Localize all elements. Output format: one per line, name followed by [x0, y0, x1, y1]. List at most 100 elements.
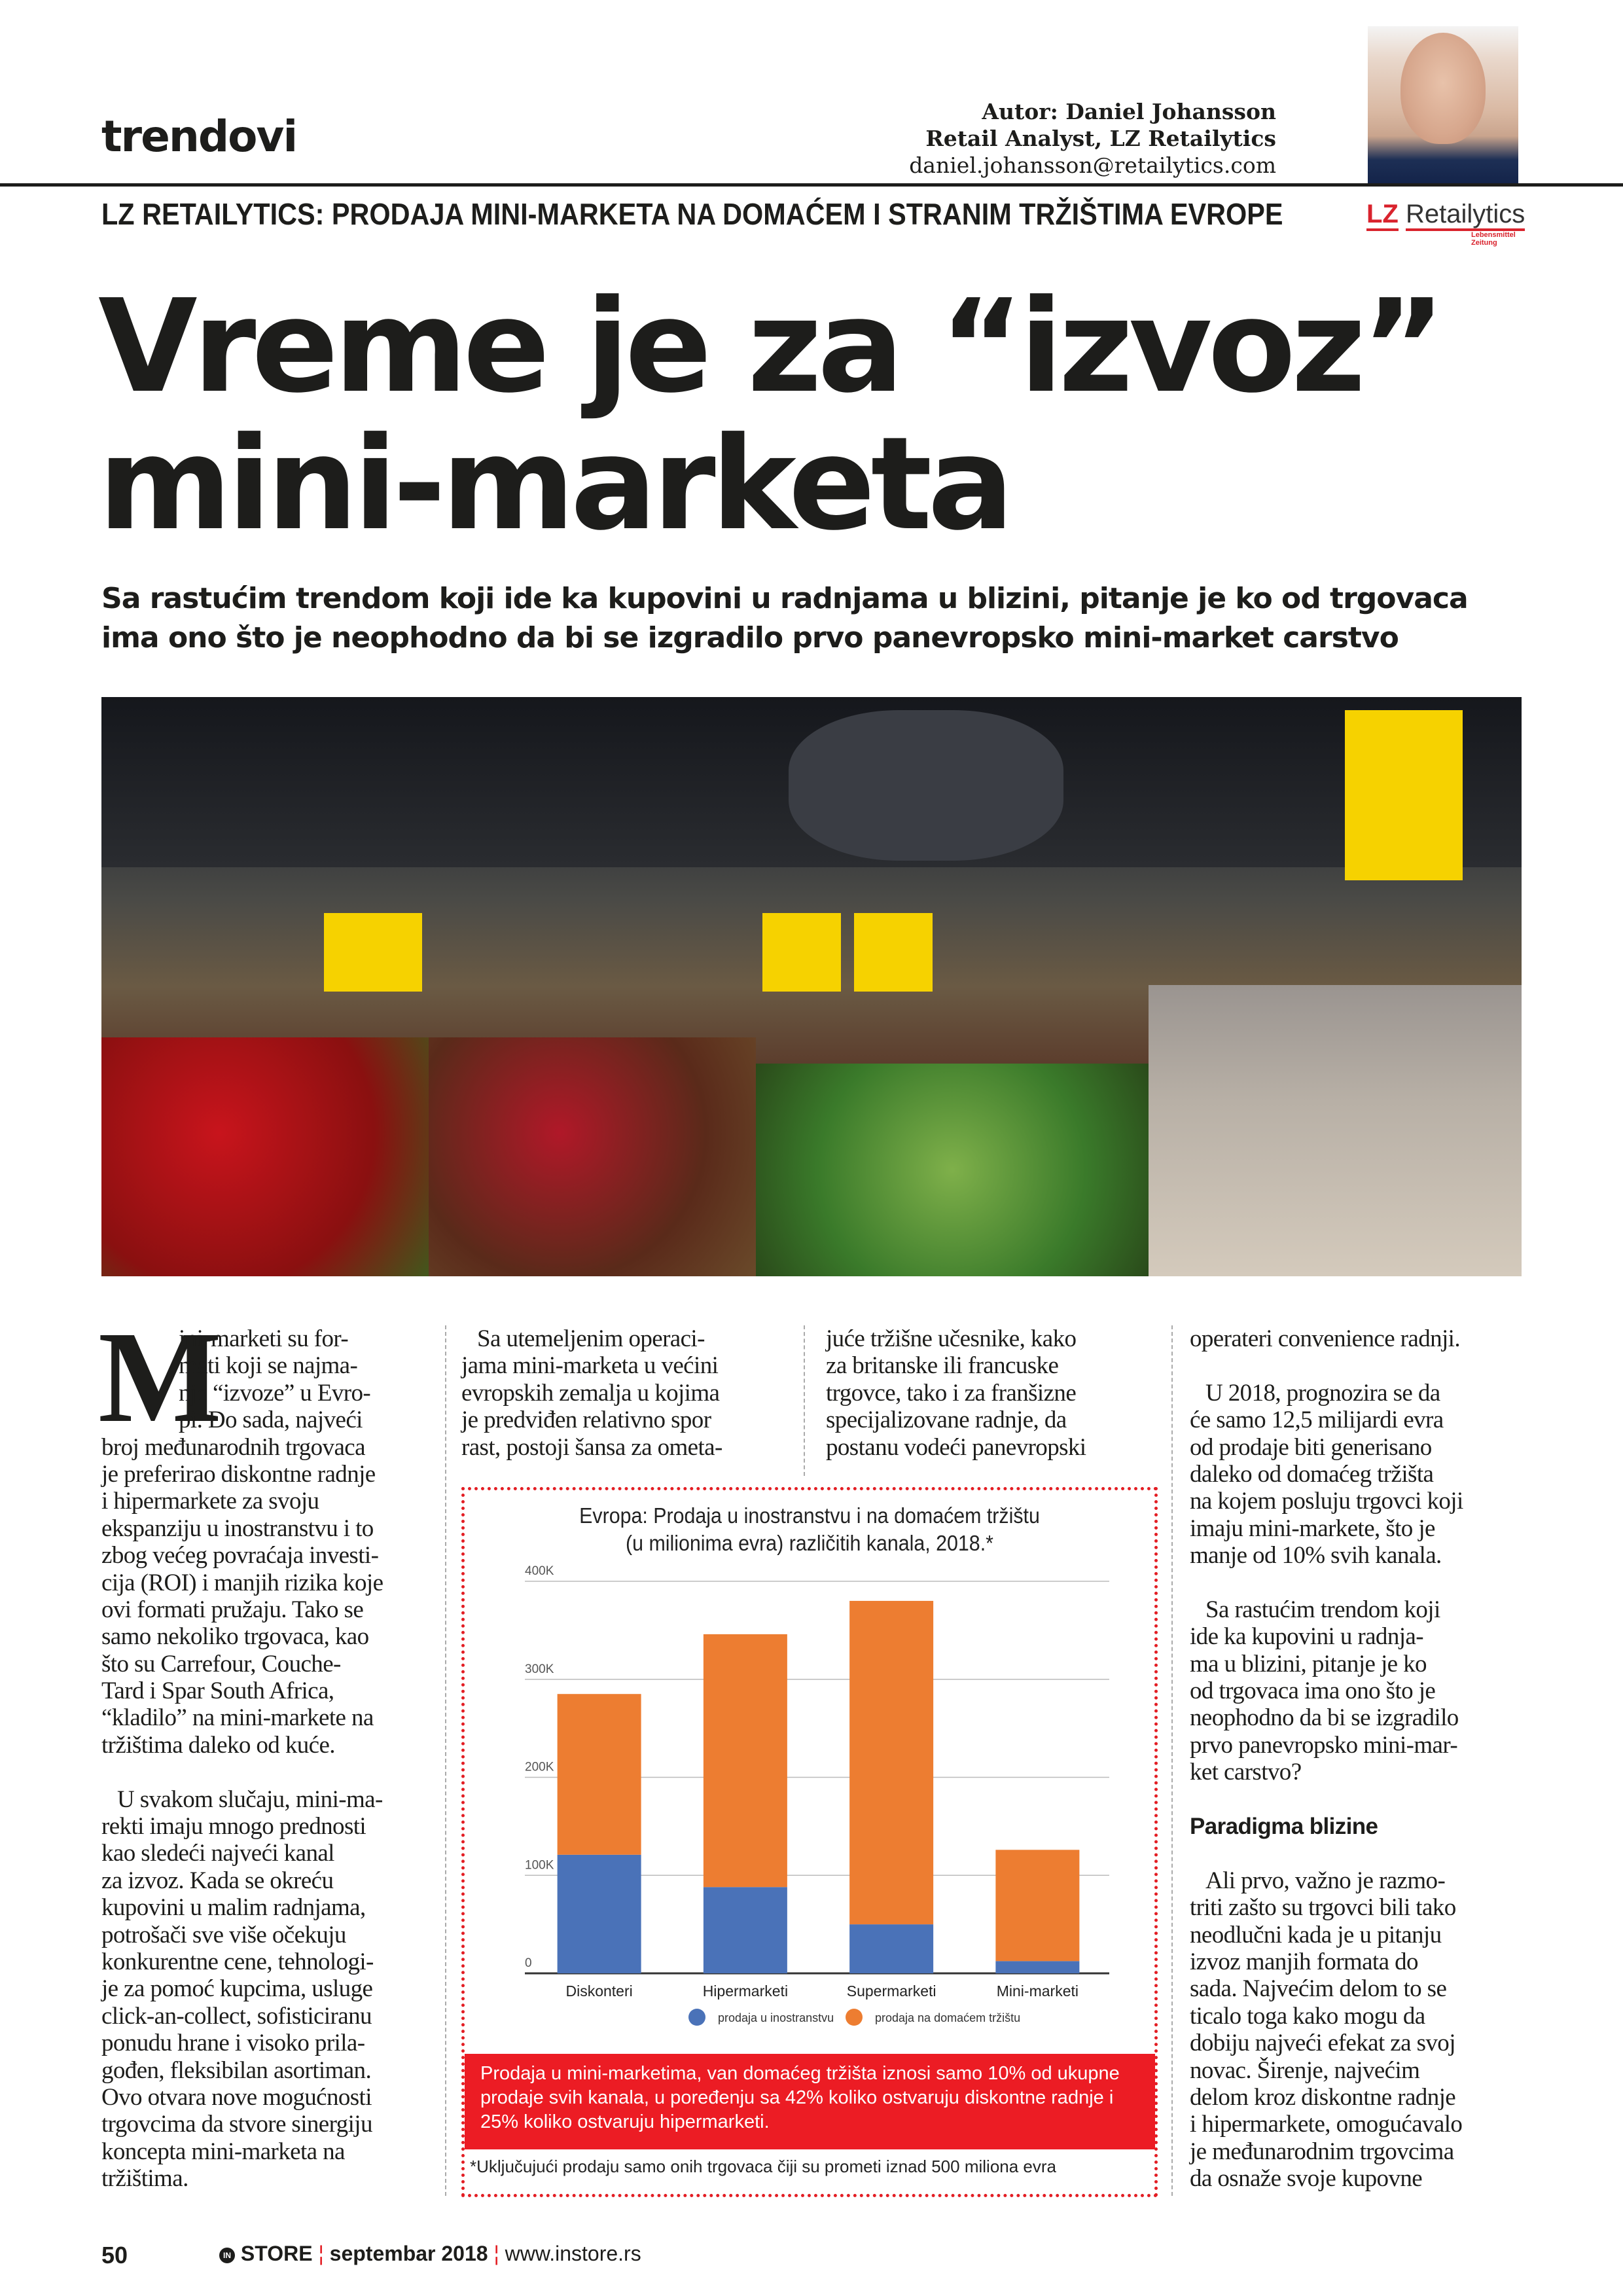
text-line: je predviđen relativno spor [461, 1407, 711, 1434]
text-line: ini-marketi su for- [179, 1325, 349, 1352]
chart-footnote: *Uključujući prodaju samo onih trgovaca … [470, 2157, 1056, 2176]
text-line: Sa utemeljenim operaci- [477, 1325, 705, 1352]
text-line: U svakom slučaju, mini-ma- [117, 1785, 383, 1813]
text-line: Ali prvo, važno je razmo- [1205, 1867, 1446, 1894]
text-line: “kladilo” na mini-markete na [101, 1704, 374, 1732]
y-tick-label: 400K [525, 1564, 554, 1578]
headline-line-2: mini-marketa [98, 410, 1014, 559]
text-line: je međunarodnim trgovcima [1190, 2138, 1454, 2165]
column-divider [1171, 1325, 1173, 2196]
store-photo [101, 697, 1522, 1276]
bar-segment [557, 1854, 641, 1973]
text-line: daleko od domaćeg tržišta [1190, 1460, 1434, 1488]
author-role: Retail Analyst, LZ Retailytics [925, 126, 1276, 151]
lz-retailytics-logo: LZ Retailytics Lebensmittel Zeitung [1366, 200, 1525, 247]
text-line: ovi formati pružaju. Tako se [101, 1596, 364, 1623]
text-line: mati koji se najma- [179, 1352, 358, 1380]
text-line: je za pomoć kupcima, usluge [101, 1975, 373, 2003]
bar-segment [995, 1961, 1080, 1973]
chart-title-line-1: Evropa: Prodaja u inostranstvu i na doma… [579, 1503, 1040, 1528]
text-line [1190, 1570, 1524, 1596]
text-line: U 2018, prognozira se da [1205, 1379, 1440, 1407]
column-divider [804, 1325, 805, 1476]
text-line: specijalizovane radnje, da [826, 1407, 1067, 1434]
text-line: sada. Najvećim delom to se [1190, 1975, 1447, 2003]
text-line: jama mini-marketa u većini [461, 1352, 719, 1380]
text-line: samo nekoliko trgovaca, kao [101, 1623, 369, 1651]
text-line: ekspanziju u inostranstvu i to [101, 1515, 374, 1542]
text-line: izvoz manjih formata do [1190, 1948, 1418, 1975]
y-tick-label: 0 [525, 1956, 532, 1970]
text-line: tržištima. [101, 2165, 188, 2193]
text-line: pi. Do sada, najveći [179, 1407, 363, 1434]
text-line: Sa rastućim trendom koji [1205, 1596, 1440, 1623]
text-line: je preferirao diskontne radnje [101, 1460, 376, 1488]
subheading: Paradigma blizine [1190, 1814, 1378, 1840]
page-number: 50 [101, 2242, 128, 2269]
callout-box: Prodaja u mini-marketima, van domaćeg tr… [465, 2054, 1155, 2149]
text-line: broj međunarodnih trgovaca [101, 1433, 366, 1461]
y-tick-label: 200K [525, 1761, 554, 1774]
headline: Vreme je za “izvoz” mini-marketa [98, 272, 1446, 559]
text-line: na kojem posluju trgovci koji [1190, 1488, 1463, 1515]
headline-line-1: Vreme je za “izvoz” [98, 272, 1446, 422]
text-line: za izvoz. Kada se okreću [101, 1867, 334, 1894]
text-line: triti zašto su trgovci bili tako [1190, 1894, 1456, 1922]
text-line: koncepta mini-marketa na [101, 2138, 345, 2165]
section-label: trendovi [101, 111, 298, 162]
text-line: Ovo otvara nove mogućnosti [101, 2083, 372, 2111]
drop-cap: M [98, 1305, 222, 1450]
text-line: imaju mini-markete, što je [1190, 1515, 1435, 1542]
text-line: dobiju najveći efekat za svoj [1190, 2030, 1455, 2057]
footer-url[interactable]: www.instore.rs [505, 2242, 641, 2265]
text-line: prvo panevropsko mini-mar- [1190, 1731, 1458, 1759]
legend-label: prodaja na domaćem tržištu [875, 2011, 1020, 2024]
text-line: evropskih zemalja u kojima [461, 1379, 720, 1407]
text-line: rast, postoji šansa za ometa- [461, 1433, 722, 1461]
text-line: ide ka kupovini u radnja- [1190, 1623, 1424, 1651]
text-line: trgovcima da stvore sinergiju [101, 2111, 372, 2138]
text-line: rekti imaju mnogo prednosti [101, 1813, 366, 1840]
chart-box [461, 1487, 1158, 2197]
text-line: ma u blizini, pitanje je ko [1190, 1650, 1427, 1677]
footer-brand-name: STORE [240, 2242, 313, 2265]
text-line [101, 1759, 425, 1785]
text-line: delom kroz diskontne radnje [1190, 2083, 1456, 2111]
text-line: operateri convenience radnji. [1190, 1325, 1461, 1352]
chart-title-line-2: (u milionima evra) različitih kanala, 20… [626, 1531, 993, 1555]
text-line: click-an-collect, sofisticiranu [101, 2002, 372, 2030]
text-line: Tard i Spar South Africa, [101, 1677, 334, 1705]
kicker: LZ RETAILYTICS: PRODAJA MINI-MARKETA NA … [101, 197, 1283, 231]
bar-segment [703, 1634, 787, 1888]
deck: Sa rastućim trendom koji ide ka kupovini… [101, 582, 1469, 655]
legend-swatch-icon [688, 2009, 705, 2026]
x-tick-label: Diskonteri [565, 1982, 632, 2000]
header-rule [0, 183, 1623, 187]
author-face [1400, 33, 1486, 144]
text-line: će samo 12,5 milijardi evra [1190, 1407, 1444, 1434]
text-line: da osnaže svoje kupovne [1190, 2165, 1423, 2193]
text-line [1190, 1352, 1524, 1379]
author-email[interactable]: daniel.johansson@retailytics.com [909, 152, 1276, 178]
text-line: i hipermarkete, omogućavalo [1190, 2111, 1463, 2138]
column-2: Sa utemeljenim operaci-jama mini-marketa… [461, 1325, 782, 1461]
footer-issue: septembar 2018 [329, 2242, 488, 2265]
stacked-bar-chart: 0 100K 200K 300K 400K Diskonteri Hipermarketi S… [525, 1564, 1109, 2026]
text-line: trgovce, tako i za franšizne [826, 1379, 1077, 1407]
footer-brand: IN STORE ¦ septembar 2018 ¦ www.instore.… [219, 2242, 641, 2266]
bar-segment [995, 1850, 1080, 1962]
column-4: operateri convenience radnji. U 2018, pr… [1190, 1325, 1524, 2193]
instore-logo-icon: IN [219, 2247, 235, 2263]
text-line: ket carstvo? [1190, 1759, 1302, 1786]
legend-label: prodaja u inostranstvu [718, 2011, 834, 2024]
text-line: nje “izvoze” u Evro- [179, 1379, 371, 1407]
text-line: postanu vodeći panevropski [826, 1433, 1086, 1461]
y-tick-label: 300K [525, 1662, 554, 1676]
chart-title: Evropa: Prodaja u inostranstvu i na doma… [490, 1502, 1130, 1557]
text-line: zbog većeg povraćaja investi- [101, 1542, 379, 1570]
column-3: juće tržišne učesnike, kako za britanske … [826, 1325, 1147, 1461]
text-line: od trgovaca ima ono što je [1190, 1677, 1436, 1705]
text-line [1190, 1786, 1524, 1813]
text-line: konkurentne cene, tehnologi- [101, 1948, 374, 1975]
text-line: manje od 10% svih kanala. [1190, 1542, 1442, 1570]
